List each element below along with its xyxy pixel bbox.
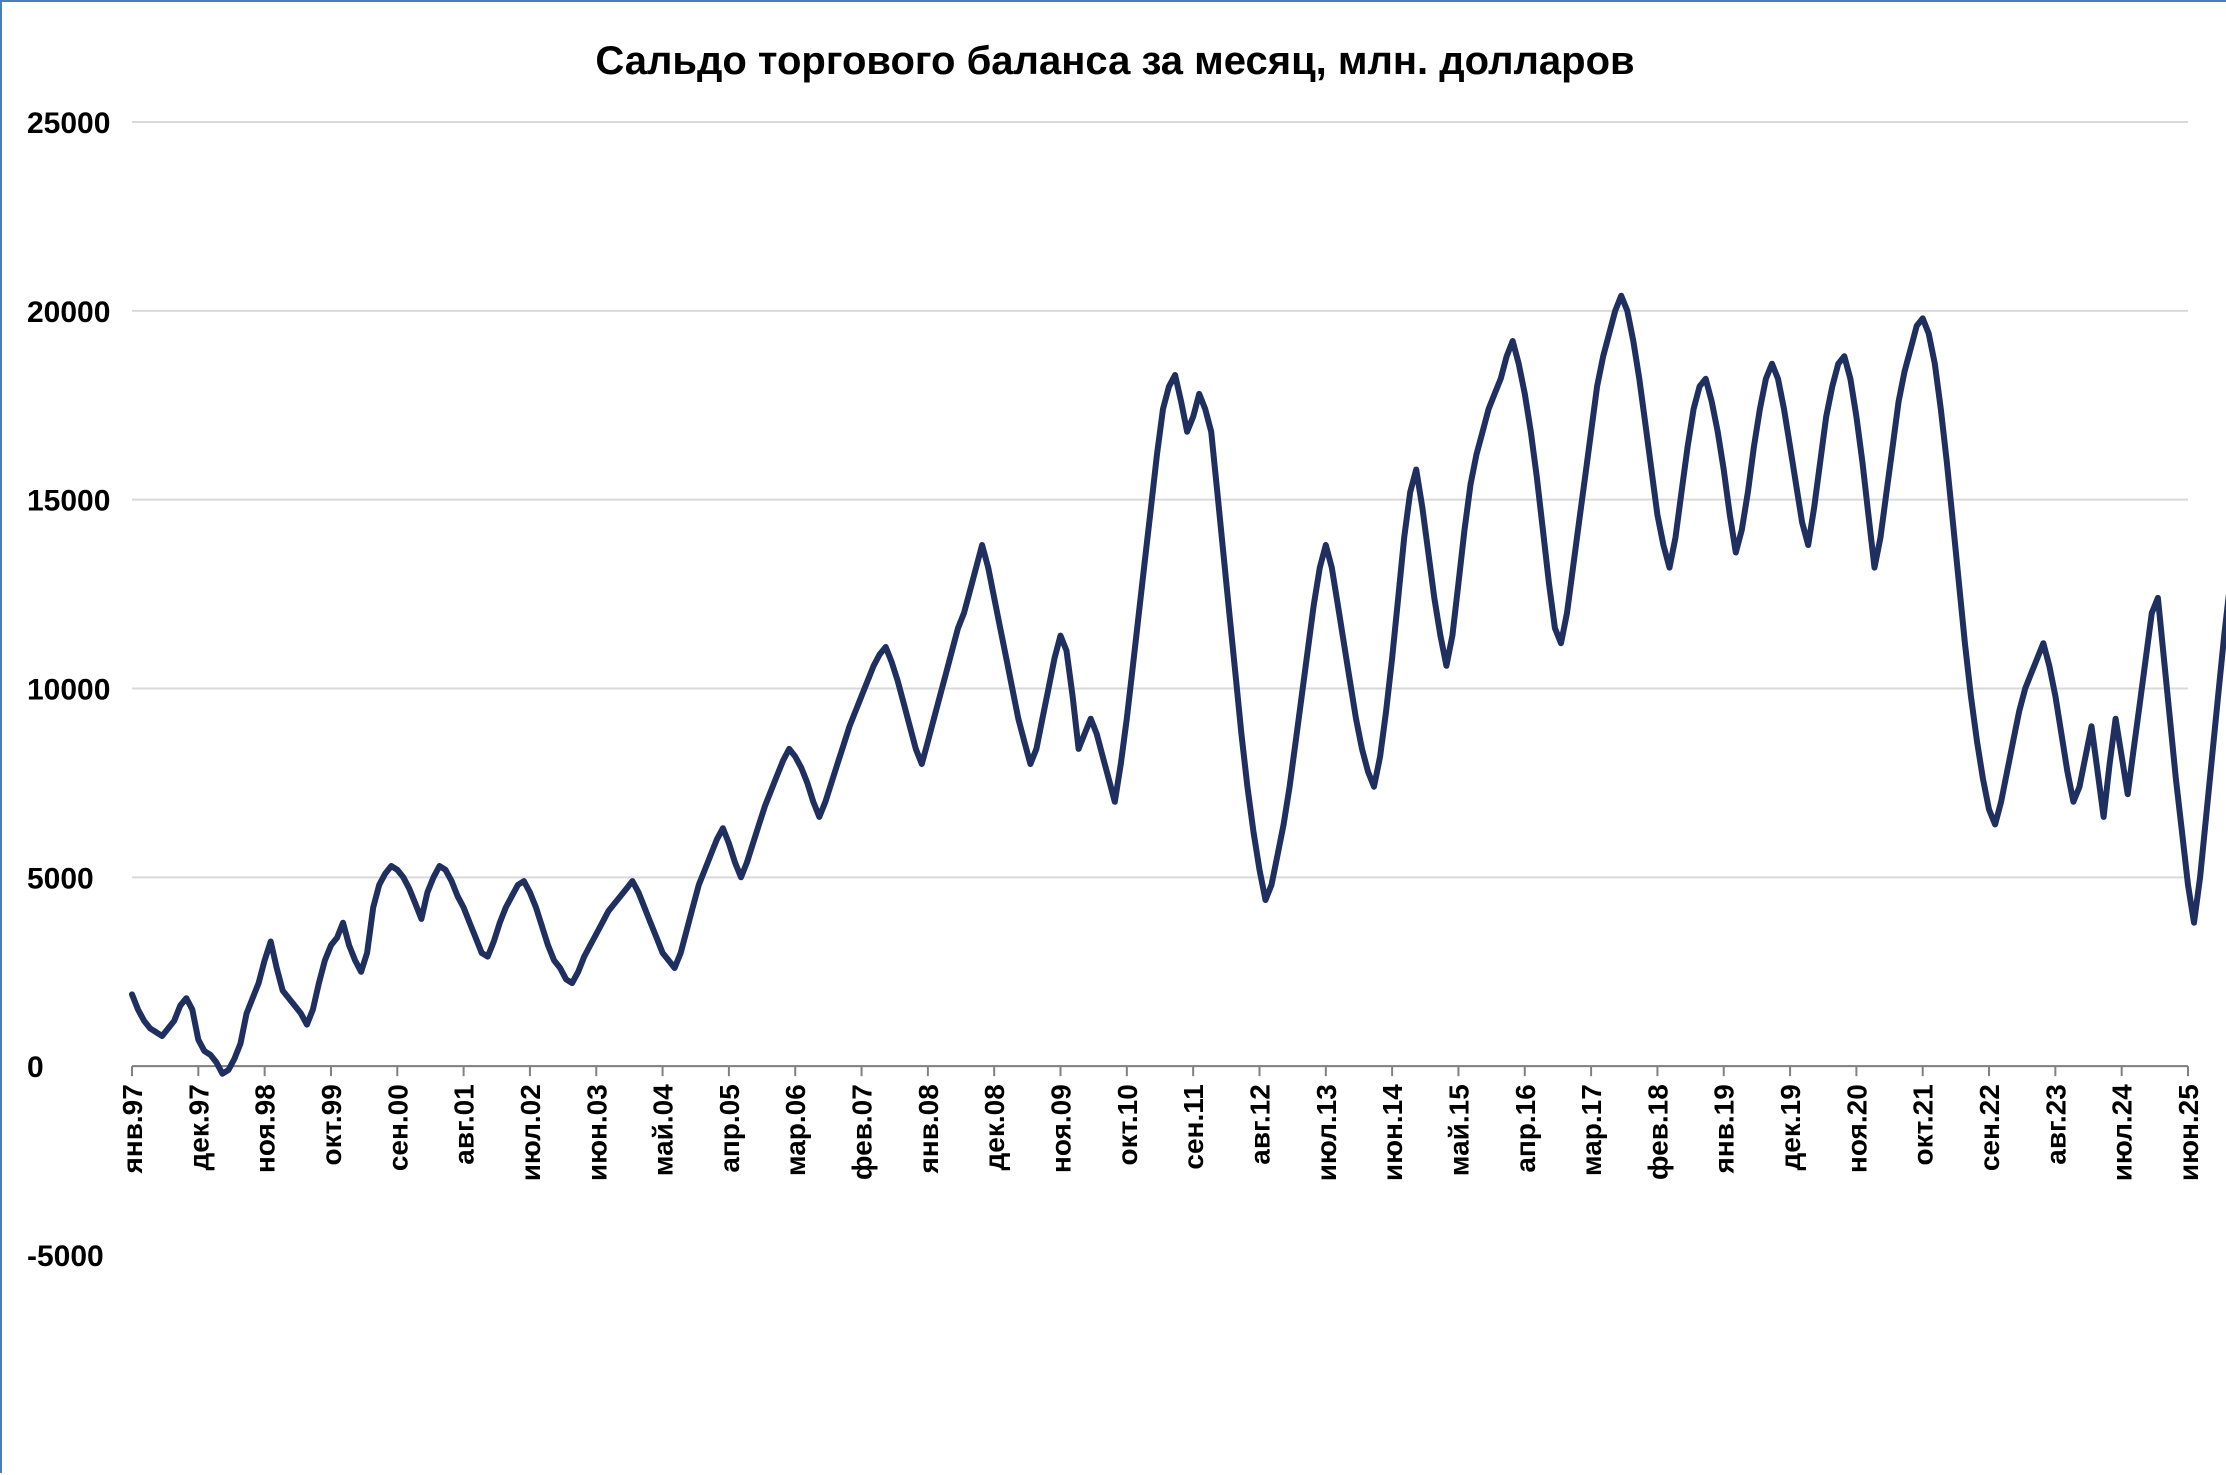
x-tick-label: дек.08	[979, 1084, 1010, 1170]
x-tick-label: май.04	[648, 1084, 679, 1176]
x-tick-label: июл.24	[2107, 1084, 2138, 1182]
x-tick-label: май.15	[1443, 1084, 1474, 1176]
x-tick-label: сен.00	[382, 1084, 413, 1171]
x-tick-label: фев.18	[1642, 1084, 1673, 1180]
x-tick-label: дек.19	[1775, 1084, 1806, 1170]
x-tick-label: июл.13	[1311, 1084, 1342, 1181]
x-tick-label: июн.03	[581, 1084, 612, 1181]
x-tick-label: сен.11	[1178, 1084, 1209, 1169]
x-tick-label: ноя.09	[1046, 1084, 1077, 1173]
y-tick-label: 10000	[27, 674, 110, 707]
x-tick-label: июн.25	[2173, 1084, 2204, 1181]
x-tick-label: ноя.20	[1841, 1084, 1872, 1173]
y-tick-label: 15000	[27, 485, 110, 518]
x-tick-label: янв.19	[1709, 1084, 1740, 1174]
y-tick-label: -5000	[27, 1240, 104, 1273]
x-tick-label: окт.99	[316, 1084, 347, 1165]
x-tick-label: авг.01	[449, 1084, 480, 1165]
x-tick-label: окт.10	[1112, 1084, 1143, 1165]
trade-balance-line-chart: Сальдо торгового баланса за месяц, млн. …	[2, 2, 2226, 1475]
x-tick-label: апр.16	[1510, 1084, 1541, 1173]
x-tick-label: авг.12	[1244, 1084, 1275, 1165]
y-tick-label: 20000	[27, 296, 110, 329]
x-tick-label: мар.06	[780, 1084, 811, 1176]
x-tick-label: янв.08	[913, 1084, 944, 1174]
x-tick-label: июн.14	[1377, 1084, 1408, 1181]
y-tick-label: 0	[27, 1051, 44, 1084]
x-tick-label: ноя.98	[250, 1084, 281, 1173]
x-tick-label: янв.97	[117, 1084, 148, 1174]
y-tick-label: 5000	[27, 862, 94, 895]
x-tick-label: сен.22	[1974, 1084, 2005, 1171]
chart-frame: Сальдо торгового баланса за месяц, млн. …	[0, 0, 2226, 1473]
x-tick-label: фев.07	[847, 1084, 878, 1180]
x-tick-label: дек.97	[183, 1084, 214, 1170]
chart-title: Сальдо торгового баланса за месяц, млн. …	[595, 39, 1634, 83]
x-tick-label: окт.21	[1908, 1084, 1939, 1165]
y-tick-label: 25000	[27, 107, 110, 140]
x-tick-label: июл.02	[515, 1084, 546, 1181]
x-tick-label: авг.23	[2040, 1084, 2071, 1165]
x-tick-label: мар.17	[1576, 1084, 1607, 1176]
x-tick-label: апр.05	[714, 1084, 745, 1173]
